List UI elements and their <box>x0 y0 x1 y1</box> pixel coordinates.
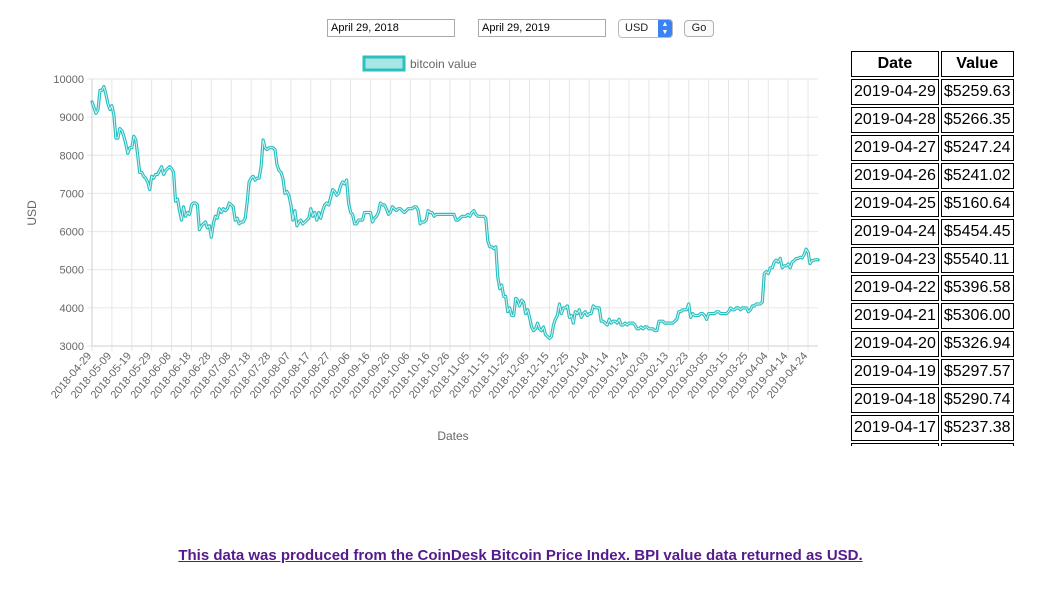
series-line-highlight <box>91 86 819 339</box>
cell-date: 2019-04-25 <box>851 191 939 217</box>
cell-value: $5396.58 <box>940 275 1014 301</box>
cell-date: 2019-04-18 <box>851 387 939 413</box>
cell-value: $5259.63 <box>940 79 1014 105</box>
table-row: 2019-04-21 $5306.00 <box>851 303 1014 329</box>
y-tick-label: 5000 <box>60 265 84 277</box>
y-tick-label: 3000 <box>60 341 84 353</box>
cell-value: $5326.94 <box>940 331 1014 357</box>
cell-date: 2019-04-22 <box>851 275 939 301</box>
table-row: 2019-04-16 <box>851 443 1014 446</box>
column-header-value: Value <box>940 51 1014 77</box>
cell-value: $5540.11 <box>940 247 1014 273</box>
table-row: 2019-04-18 $5290.74 <box>851 387 1014 413</box>
cell-date: 2019-04-26 <box>851 163 939 189</box>
currency-select[interactable]: USD ▲ ▼ <box>618 19 673 38</box>
cell-value: $5454.45 <box>940 219 1014 245</box>
x-axis-title: Dates <box>437 429 468 443</box>
cell-value: $5297.57 <box>940 359 1014 385</box>
y-tick-label: 9000 <box>60 112 84 124</box>
table-row: 2019-04-29 $5259.63 <box>851 79 1014 105</box>
table-row: 2019-04-22 $5396.58 <box>851 275 1014 301</box>
y-tick-label: 6000 <box>60 227 84 239</box>
table-body: 2019-04-29 $5259.63 2019-04-28 $5266.35 2019… <box>851 79 1014 446</box>
table-row: 2019-04-24 $5454.45 <box>851 219 1014 245</box>
table-row: 2019-04-25 $5160.64 <box>851 191 1014 217</box>
cell-date: 2019-04-28 <box>851 107 939 133</box>
date-range-controls: April 29, 2018 April 29, 2019 USD ▲ ▼ Go <box>0 0 1041 50</box>
go-button[interactable]: Go <box>684 20 714 37</box>
cell-value: $5237.38 <box>940 415 1014 441</box>
column-header-date: Date <box>851 51 939 77</box>
end-date-input[interactable]: April 29, 2019 <box>478 19 606 37</box>
cell-date: 2019-04-21 <box>851 303 939 329</box>
y-axis-title: USD <box>25 200 39 226</box>
cell-value: $5247.24 <box>940 135 1014 161</box>
cell-date: 2019-04-16 <box>851 443 939 446</box>
cell-value: $5266.35 <box>940 107 1014 133</box>
cell-date: 2019-04-23 <box>851 247 939 273</box>
legend-swatch <box>362 55 406 72</box>
table-row: 2019-04-23 $5540.11 <box>851 247 1014 273</box>
table-header-row: Date Value <box>851 51 1014 77</box>
table-row: 2019-04-19 $5297.57 <box>851 359 1014 385</box>
table-row: 2019-04-28 $5266.35 <box>851 107 1014 133</box>
coindesk-attribution-link[interactable]: This data was produced from the CoinDesk… <box>178 547 863 564</box>
cell-date: 2019-04-17 <box>851 415 939 441</box>
y-tick-label: 7000 <box>60 188 84 200</box>
table-row: 2019-04-26 $5241.02 <box>851 163 1014 189</box>
start-date-input[interactable]: April 29, 2018 <box>327 19 455 37</box>
y-tick-label: 4000 <box>60 303 84 315</box>
y-tick-label: 10000 <box>53 74 84 86</box>
select-arrows-icon: ▲ ▼ <box>658 20 672 37</box>
cell-date: 2019-04-20 <box>851 331 939 357</box>
cell-value: $5306.00 <box>940 303 1014 329</box>
bitcoin-price-chart: 3000400050006000700080009000100002018-04… <box>25 55 820 443</box>
price-table: Date Value 2019-04-29 $5259.63 2019-04-28 $… <box>849 49 1016 446</box>
currency-select-value: USD <box>625 22 649 34</box>
cell-value: $5241.02 <box>940 163 1014 189</box>
table-row: 2019-04-17 $5237.38 <box>851 415 1014 441</box>
cell-date: 2019-04-24 <box>851 219 939 245</box>
cell-value: $5290.74 <box>940 387 1014 413</box>
cell-date: 2019-04-29 <box>851 79 939 105</box>
legend-label: bitcoin value <box>410 57 477 71</box>
table-row: 2019-04-27 $5247.24 <box>851 135 1014 161</box>
price-table-container[interactable]: Date Value 2019-04-29 $5259.63 2019-04-28 $… <box>849 49 1017 446</box>
cell-value <box>940 443 1014 446</box>
y-tick-label: 8000 <box>60 150 84 162</box>
cell-date: 2019-04-27 <box>851 135 939 161</box>
cell-date: 2019-04-19 <box>851 359 939 385</box>
cell-value: $5160.64 <box>940 191 1014 217</box>
table-row: 2019-04-20 $5326.94 <box>851 331 1014 357</box>
